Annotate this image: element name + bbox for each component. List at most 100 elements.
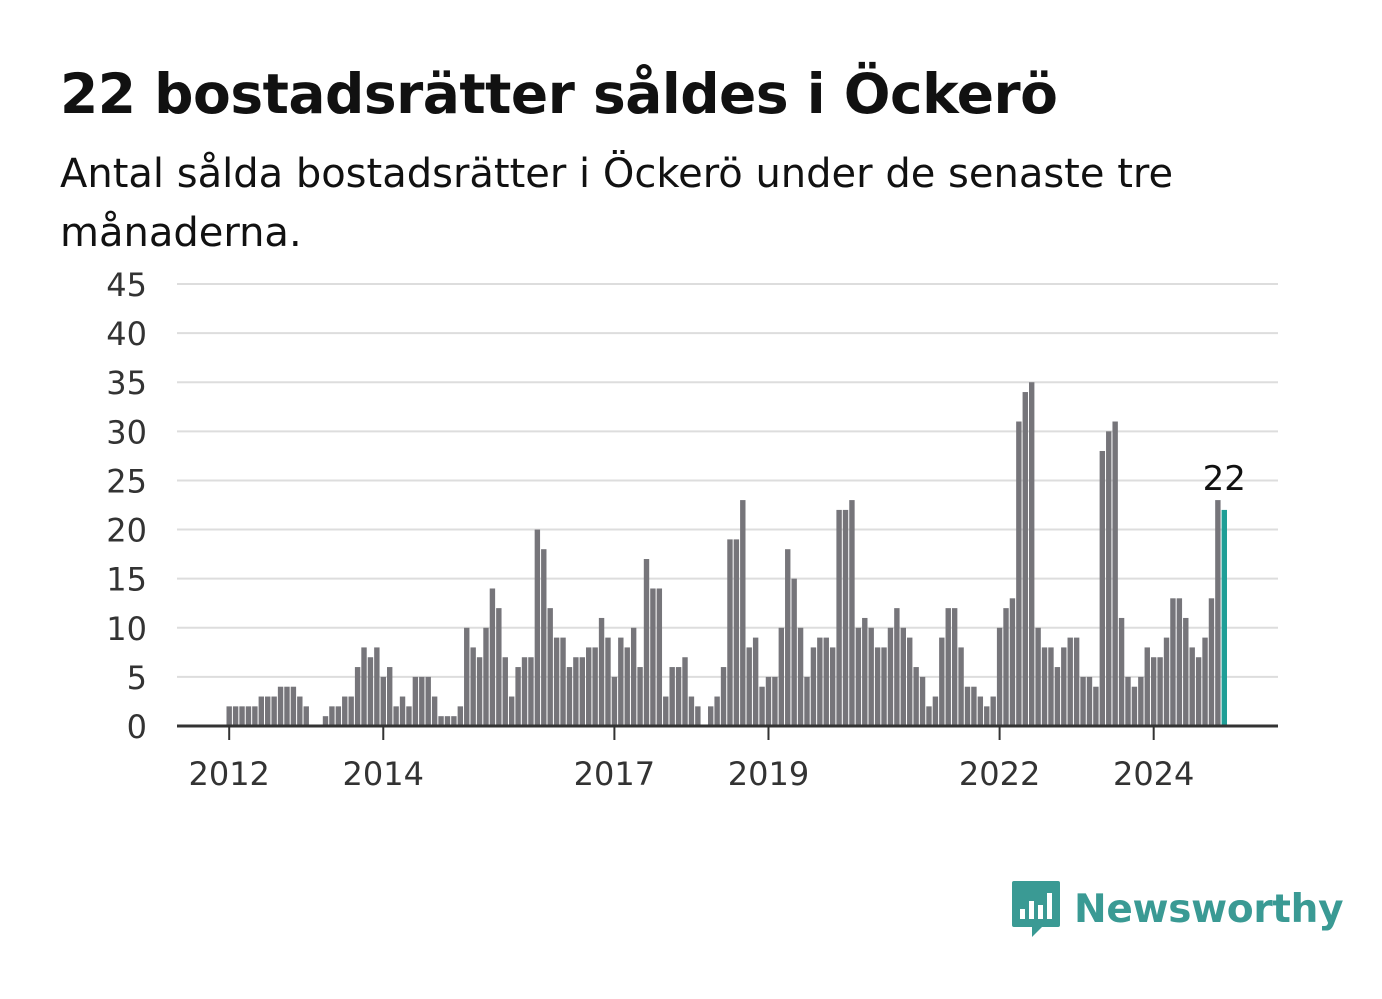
y-axis: 0 5 10 15 20 25 30 35 40 45 [106, 266, 147, 746]
bar [778, 627, 785, 726]
bar [708, 706, 714, 726]
y-tick-label: 45 [106, 266, 147, 304]
bar [874, 647, 881, 726]
bar [1080, 676, 1086, 726]
bar [772, 676, 778, 726]
bar [907, 637, 913, 726]
bar [1054, 667, 1061, 726]
bar [1195, 657, 1202, 726]
bar [695, 706, 701, 726]
bar [252, 706, 258, 726]
bar [797, 627, 804, 726]
y-tick-label: 0 [127, 708, 147, 746]
y-tick-label: 35 [106, 364, 147, 402]
chart-title: 22 bostadsrätter såldes i Öckerö [60, 62, 1058, 126]
bar [502, 657, 508, 726]
bar [521, 657, 528, 726]
bar [387, 667, 393, 726]
bar [900, 627, 906, 726]
bar [881, 647, 887, 726]
bar [810, 647, 817, 726]
bar [618, 637, 624, 726]
bar [913, 667, 919, 726]
x-axis: 2012 2014 2017 2019 2022 2024 [188, 726, 1194, 793]
bar [592, 647, 598, 726]
bar [1093, 686, 1099, 726]
bar [971, 686, 977, 726]
bar [508, 696, 515, 726]
bar [650, 588, 656, 726]
bar [714, 696, 720, 726]
bar [752, 637, 759, 726]
highlight-bar [1221, 509, 1227, 726]
bar [476, 657, 483, 726]
bar [765, 676, 772, 726]
bar [932, 696, 939, 726]
bar [1099, 450, 1106, 726]
bar [1157, 657, 1163, 726]
bar [483, 627, 489, 726]
bar [630, 627, 637, 726]
bar [996, 627, 1003, 726]
bar [868, 627, 874, 726]
bar [1170, 598, 1176, 726]
bar [258, 696, 264, 726]
bar [894, 608, 900, 726]
bar [720, 667, 727, 726]
bar [823, 637, 829, 726]
bar [675, 667, 682, 726]
bar [1138, 676, 1144, 726]
bar [624, 647, 630, 726]
bar [361, 647, 367, 726]
bar [1073, 637, 1080, 726]
x-tick-label: 2024 [1113, 755, 1194, 793]
bar [470, 647, 476, 726]
bar [688, 696, 695, 726]
bar [643, 559, 650, 726]
bar [573, 657, 579, 726]
bar [1208, 598, 1215, 726]
bar [1016, 421, 1022, 726]
x-tick-label: 2019 [728, 755, 809, 793]
bar [829, 647, 836, 726]
bar [406, 706, 412, 726]
bar [951, 608, 958, 726]
bar [785, 549, 791, 726]
bar [342, 696, 348, 726]
bar [1176, 598, 1183, 726]
bar [1131, 686, 1138, 726]
bar [637, 667, 643, 726]
y-tick-label: 30 [106, 413, 147, 451]
bar [1118, 617, 1125, 726]
bar [746, 647, 752, 726]
bar [1183, 617, 1189, 726]
y-tick-label: 20 [106, 512, 147, 550]
bar [977, 696, 984, 726]
bar [939, 637, 945, 726]
bar [733, 539, 740, 726]
bar [239, 706, 245, 726]
bar [1009, 598, 1016, 726]
y-tick-label: 40 [106, 315, 147, 353]
brand-name: Newsworthy [1074, 886, 1344, 932]
bar [964, 686, 971, 726]
bar [958, 647, 964, 726]
bar [457, 706, 464, 726]
bar [271, 696, 277, 726]
bar [1150, 657, 1157, 726]
bar [586, 647, 592, 726]
bar [303, 706, 309, 726]
x-tick-label: 2017 [574, 755, 655, 793]
bar [887, 627, 894, 726]
bar [451, 716, 457, 726]
bar [322, 716, 329, 726]
y-tick-label: 25 [106, 462, 147, 500]
bar [547, 608, 553, 726]
bar [419, 676, 425, 726]
x-tick-label: 2014 [343, 755, 424, 793]
bar [740, 500, 746, 726]
x-tick-label: 2022 [959, 755, 1040, 793]
bar [380, 676, 386, 726]
bar [1202, 637, 1208, 726]
